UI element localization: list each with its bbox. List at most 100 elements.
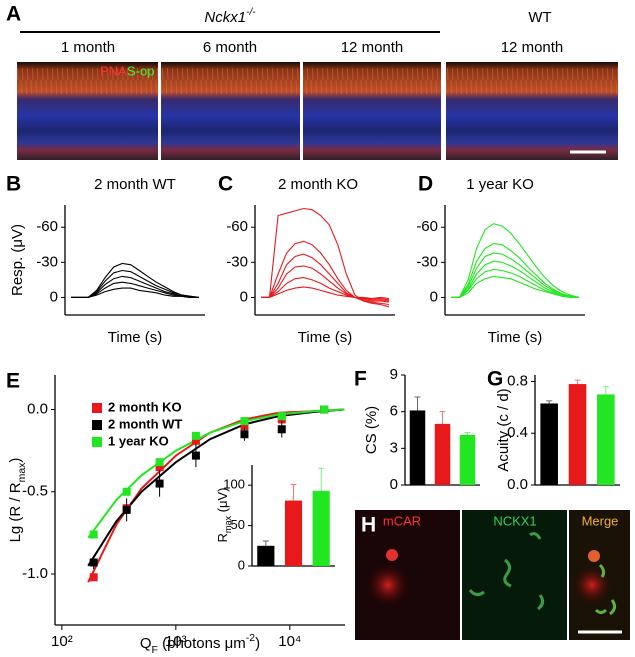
bar (459, 434, 476, 485)
x-axis-label-part: ) (255, 635, 260, 652)
y-tick-label: 0 (240, 288, 248, 305)
trace (261, 286, 390, 300)
x-axis-label: QF (photons μm-2) (140, 632, 260, 656)
panel-letter: C (218, 173, 233, 196)
point (155, 479, 164, 488)
y-axis-label: Acuity (c / d) (495, 388, 512, 471)
age-label: 12 month (341, 39, 404, 56)
y-tick-label: 0 (238, 557, 245, 572)
y-axis-label-part: (μV) (215, 487, 230, 515)
error-bar (602, 386, 609, 395)
error-bar (262, 540, 269, 546)
y-axis-label: Lg (R / Rmax) (7, 458, 28, 543)
bar (434, 423, 451, 485)
x-axis-label-part: F (152, 644, 158, 656)
y-tick-label: 6 (390, 403, 398, 420)
y-tick-label: 9 (390, 366, 398, 383)
error-bar (318, 467, 325, 491)
y-tick-label: 0.4 (507, 424, 528, 441)
chart-title: 2 month KO (278, 176, 358, 193)
trace (261, 207, 390, 308)
y-tick-label: 50 (231, 517, 245, 532)
y-axis-label-part: Lg (R / R (7, 482, 24, 542)
y-tick-label: -1.0 (22, 565, 48, 582)
panel-letter: A (6, 3, 21, 26)
legend-swatch (92, 420, 102, 430)
panel-letter: E (6, 370, 20, 393)
stain-label: PNA (100, 63, 127, 78)
error-bar (439, 411, 446, 424)
error-bar (574, 379, 581, 385)
y-tick-label: 0.8 (507, 372, 528, 389)
y-axis-label-part: R (215, 533, 230, 542)
channel-label: mCAR (383, 513, 421, 528)
point (320, 405, 329, 414)
point (89, 530, 98, 539)
panel-a-images (17, 31, 618, 160)
x-tick-label: 10⁴ (278, 633, 301, 650)
y-axis-label-part: ) (7, 458, 24, 463)
point (155, 463, 164, 472)
y-axis-label: CS (%) (363, 406, 380, 454)
legend-swatch (92, 403, 102, 413)
y-tick-label: 0 (430, 288, 438, 305)
point (155, 458, 164, 467)
point (191, 431, 200, 440)
point (240, 421, 249, 430)
trace (71, 287, 199, 298)
error-bar (290, 483, 297, 501)
trace (261, 277, 390, 301)
stain-label: S-op (127, 63, 154, 78)
x-axis-label-part: -2 (246, 632, 255, 644)
trace (451, 223, 580, 298)
y-tick-label: -60 (416, 218, 438, 235)
trace (451, 275, 579, 298)
legend-label: 2 month KO (108, 399, 182, 414)
y-axis-label-part: max (16, 462, 28, 483)
legend-swatch (92, 437, 102, 447)
legend-label: 1 year KO (108, 433, 169, 448)
x-axis-label: Time (s) (108, 329, 162, 346)
point (277, 412, 286, 421)
y-tick-label: -0.5 (22, 483, 48, 500)
y-tick-label: -30 (36, 253, 58, 270)
y-tick-label: -30 (226, 253, 248, 270)
x-axis-label: Time (s) (488, 329, 542, 346)
error-bar (414, 396, 421, 411)
group-name: Nckx1 (204, 9, 246, 26)
y-axis-label: Rmax (μV) (215, 487, 233, 542)
age-label: 6 month (203, 39, 257, 56)
x-tick-label: 10³ (165, 633, 187, 650)
y-tick-label: 0.0 (27, 401, 48, 418)
bar (540, 403, 558, 485)
y-tick-label: -60 (36, 218, 58, 235)
trace (451, 252, 580, 298)
point (240, 430, 249, 439)
trace (71, 281, 199, 298)
x-axis-label: Time (s) (298, 329, 352, 346)
point (191, 451, 200, 460)
x-axis-label-part: Q (140, 635, 152, 652)
trace (71, 269, 200, 298)
point (191, 436, 200, 445)
x-axis-label-part: (photons μm (158, 635, 246, 652)
panel-letter: B (6, 173, 21, 196)
age-label: 12 month (501, 39, 564, 56)
x-tick-label: 10² (51, 633, 73, 650)
panel-letter: H (361, 514, 376, 537)
point (277, 425, 286, 434)
channel-label: Merge (582, 513, 619, 528)
legend-label: 2 month WT (108, 416, 182, 431)
group-genotype: -/- (246, 7, 256, 18)
bar (597, 394, 615, 485)
panel-h-images (355, 510, 630, 640)
point (240, 417, 249, 426)
error-bar (464, 431, 471, 435)
point (89, 558, 98, 567)
y-tick-label: 100 (223, 477, 245, 492)
point (122, 487, 131, 496)
point (89, 573, 98, 582)
channel-label: NCKX1 (493, 513, 536, 528)
y-axis-label: Resp. (μV) (9, 224, 26, 296)
